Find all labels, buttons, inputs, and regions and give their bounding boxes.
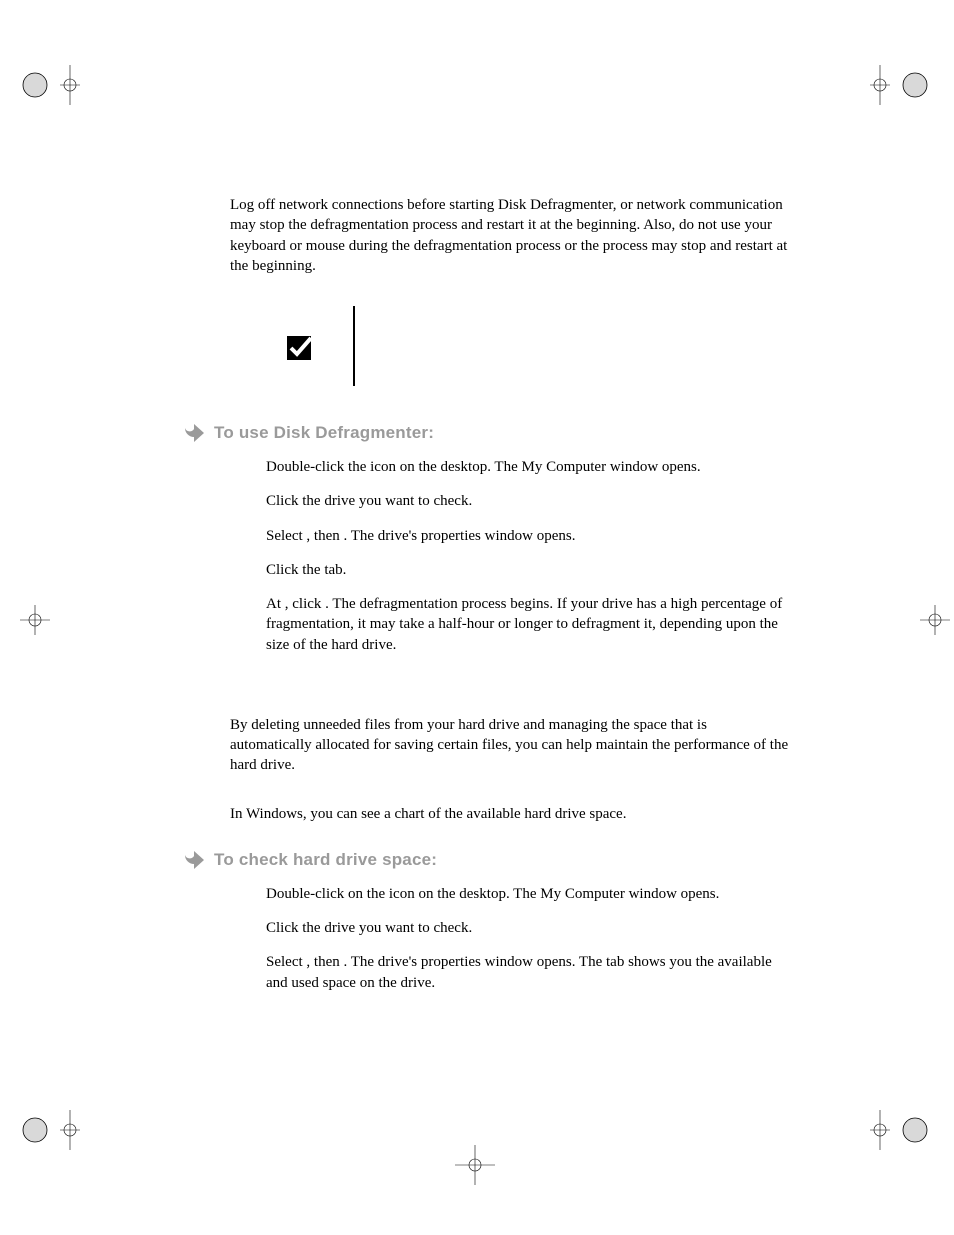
procedure-2-steps: Double-click on the icon on the desktop.…: [230, 884, 790, 993]
page-content: Log off network connections before start…: [230, 195, 790, 1007]
step-item: Select , then . The drive's properties w…: [266, 952, 790, 993]
sub-2-paragraph: In Windows, you can see a chart of the a…: [230, 804, 790, 824]
crop-mark: [445, 1135, 505, 1195]
note-divider: [353, 306, 355, 386]
crop-mark: [890, 590, 950, 650]
checkmark-icon: [285, 334, 313, 362]
procedure-1-steps: Double-click the icon on the desktop. Th…: [230, 457, 790, 655]
step-item: Click the tab.: [266, 560, 790, 580]
intro-paragraph: Log off network connections before start…: [230, 195, 790, 276]
crop-mark: [20, 1100, 80, 1160]
step-item: Double-click the icon on the desktop. Th…: [266, 457, 790, 477]
step-item: Double-click on the icon on the desktop.…: [266, 884, 790, 904]
crop-mark: [870, 55, 930, 115]
procedure-2-heading: To check hard drive space:: [214, 850, 437, 870]
procedure-1-heading: To use Disk Defragmenter:: [214, 423, 434, 443]
note-box: [230, 306, 790, 386]
arrow-right-icon: [182, 848, 206, 872]
section-2-paragraph: By deleting unneeded files from your har…: [230, 715, 790, 776]
procedure-heading-row: To check hard drive space:: [182, 848, 742, 872]
step-item: Select , then . The drive's properties w…: [266, 526, 790, 546]
crop-mark: [20, 55, 80, 115]
procedure-heading-row: To use Disk Defragmenter:: [182, 421, 742, 445]
step-item: Click the drive you want to check.: [266, 491, 790, 511]
arrow-right-icon: [182, 421, 206, 445]
step-item: At , click . The defragmentation process…: [266, 594, 790, 655]
crop-mark: [20, 590, 80, 650]
step-item: Click the drive you want to check.: [266, 918, 790, 938]
crop-mark: [870, 1100, 930, 1160]
